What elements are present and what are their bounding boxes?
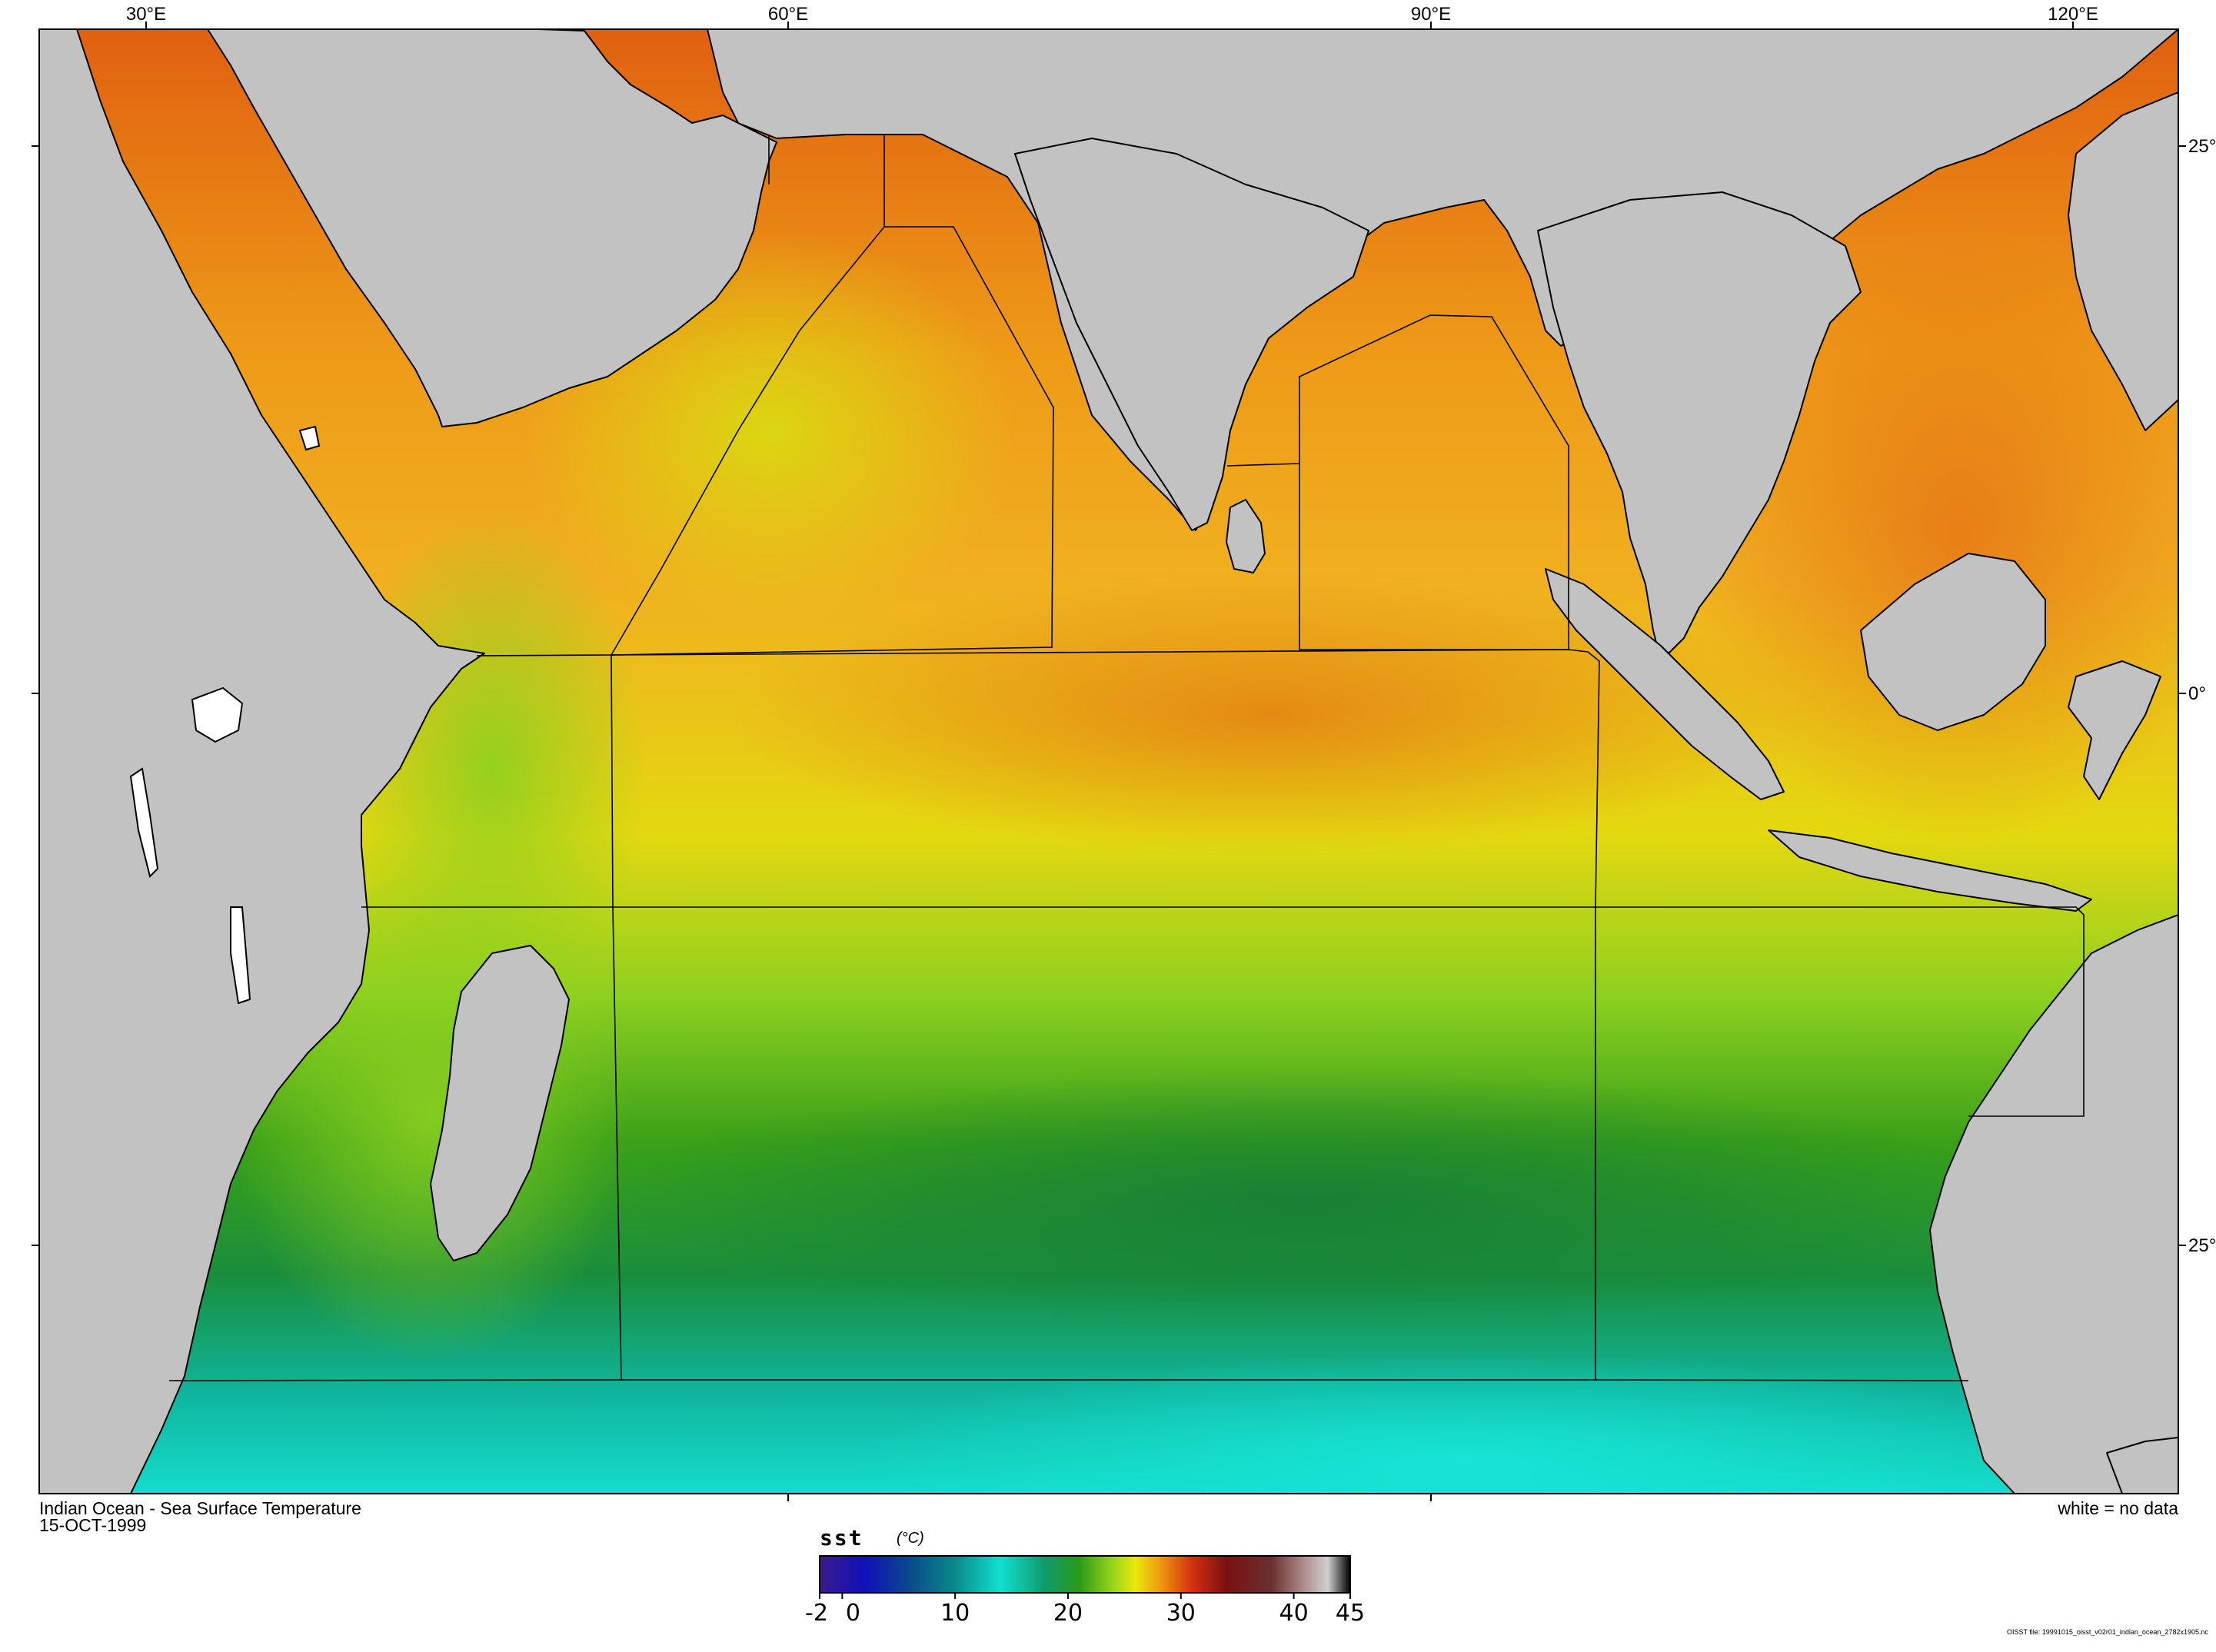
- no-data-areas: [129, 425, 321, 1005]
- equatorial-band: [476, 649, 2085, 1117]
- lake-malawi: [230, 906, 251, 1005]
- southern-boundary: [168, 1379, 1969, 1381]
- lon-label-90e: 90°E: [1411, 4, 1451, 25]
- madagascar-land: [430, 945, 570, 1261]
- colorbar: -2 0 10 20 30 40 45: [805, 1555, 1365, 1627]
- lon-label-60e: 60°E: [768, 4, 808, 25]
- colorbar-tick-label: 45: [1336, 1600, 1365, 1627]
- colorbar-ticks: -2 0 10 20 30 40 45: [805, 1593, 1365, 1627]
- colorbar-variable-label: sst: [820, 1525, 863, 1551]
- latitude-axis: [32, 145, 2186, 1246]
- longitude-axis: [145, 22, 2074, 1501]
- lake-victoria: [191, 686, 244, 743]
- lat-label-25s: 25°: [2188, 1235, 2216, 1256]
- colorbar-tick-label: 40: [1279, 1600, 1309, 1627]
- australia-land: [1929, 914, 2178, 1494]
- borneo-land: [1860, 553, 2046, 731]
- india-land: [1014, 138, 1369, 531]
- sulawesi-land: [2068, 660, 2161, 800]
- warm-pool-patch: [730, 577, 1807, 853]
- sumatra-land: [1545, 568, 1785, 800]
- bay-of-bengal-region: [1299, 314, 1569, 650]
- no-data-note: white = no data: [2058, 1498, 2178, 1518]
- map-title: Indian Ocean - Sea Surface Temperature: [39, 1498, 361, 1518]
- sri-lanka-land: [1226, 499, 1266, 573]
- tasmania-land: [2106, 1437, 2178, 1494]
- map-date: 15-OCT-1999: [39, 1515, 147, 1535]
- warm-pool-east-patch: [1692, 231, 2178, 846]
- indochina-land: [1537, 191, 1862, 662]
- caspian-fragment: [298, 425, 321, 451]
- land-masses: [39, 29, 2178, 1494]
- colorbar-tick-label: 30: [1166, 1600, 1196, 1627]
- colorbar-gradient: [819, 1555, 1351, 1594]
- colorbar-tick-label: 20: [1053, 1600, 1083, 1627]
- lat-label-0: 0°: [2188, 683, 2206, 704]
- philippines-land: [2068, 91, 2178, 431]
- java-land: [1768, 829, 2092, 912]
- colorbar-tick-label: -2: [805, 1600, 828, 1627]
- region-boundaries: [168, 135, 2085, 1381]
- colorbar-units-label: (°C): [897, 1530, 924, 1547]
- colorbar-tick-label: 10: [940, 1600, 970, 1627]
- lake-tanganyika: [129, 767, 159, 878]
- lon-label-120e: 120°E: [2048, 4, 2098, 25]
- southern-dark-green-patch: [615, 1069, 1999, 1330]
- map-frame: [38, 28, 2179, 1494]
- lon-label-30e: 30°E: [126, 4, 166, 25]
- southern-cyan-patch: [846, 1353, 2076, 1494]
- file-note: OISST file: 19991015_oisst_v02r01_indian…: [2006, 1628, 2208, 1636]
- lat-label-25n: 25°: [2188, 136, 2216, 157]
- bay-of-bengal-west-line: [1226, 463, 1300, 467]
- colorbar-tick-label: 0: [846, 1600, 860, 1627]
